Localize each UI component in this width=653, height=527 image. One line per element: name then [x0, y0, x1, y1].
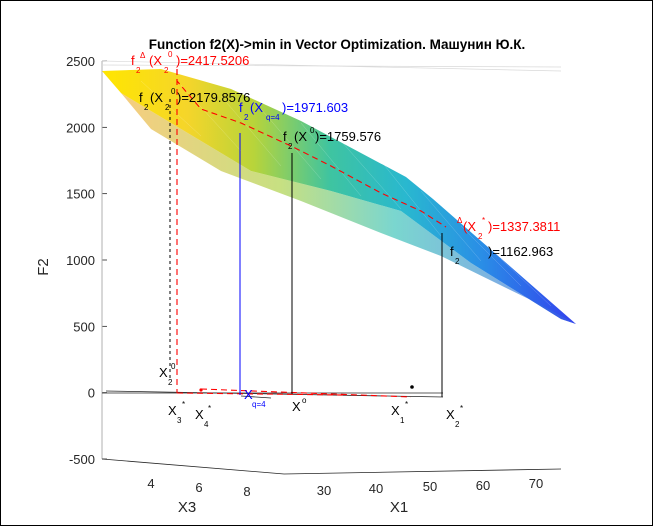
ann-fdelta-x0-argsup: 0	[168, 50, 173, 59]
y-axis: -500 0 500 1000 1500 2000 2500	[66, 54, 107, 467]
label-x20-sup: 0	[171, 362, 176, 371]
annotation-fdelta-x0: f 2 Δ (X 2 0 )=2417.5206	[131, 50, 249, 75]
point-marker-x4s	[199, 388, 203, 392]
x1-tick-label: 40	[369, 481, 383, 496]
x1-tick-label: 30	[317, 483, 331, 498]
ann-fdelta-x0-argsub: 2	[164, 66, 169, 75]
y-tick-label: 2500	[66, 54, 95, 69]
y-tick-label: 1000	[66, 253, 95, 268]
label-x2s-sub: 2	[455, 420, 460, 429]
ann-f-x20-value: )=2179.8576	[177, 90, 250, 105]
x1-axis-ticks: 30 40 50 60 70	[317, 476, 543, 498]
x3-axis-ticks: 4 6 8	[147, 476, 250, 499]
y-axis-label: F2	[35, 258, 52, 276]
label-x2s: X 2 *	[446, 404, 463, 429]
ann-fdelta-x2s-argsup: *	[482, 216, 485, 225]
label-x1s-sup: *	[405, 400, 408, 409]
label-x3s: X 3 *	[168, 400, 185, 425]
x1-tick-label: 70	[529, 476, 543, 491]
annotation-f-x2s: f 2 )=1162.963	[450, 244, 553, 266]
ann-fdelta-x0-sub: 2	[136, 66, 141, 75]
ann-f-x20-argsup: 0	[171, 87, 176, 96]
y-tick-label: 1500	[66, 187, 95, 202]
x3-tick-label: 4	[147, 476, 154, 491]
label-x0: X o	[292, 396, 307, 414]
chart-title: Function f2(X)->min in Vector Optimizati…	[149, 37, 526, 52]
label-x2s-sup: *	[460, 404, 463, 413]
ann-f-x2s-value: )=1162.963	[488, 244, 553, 259]
label-x20-sub: 2	[168, 378, 173, 387]
ann-f-x20-f: f	[139, 90, 143, 105]
ann-f-x20-arg: (X	[150, 90, 163, 105]
annotation-f-xq: f 2 (X q=4 )=1971.603	[239, 100, 348, 122]
x3-axis-label: X3	[178, 499, 196, 516]
x1-tick-label: 50	[423, 479, 437, 494]
surface-mesh	[140, 80, 552, 307]
ann-fdelta-x0-arg: (X	[149, 53, 162, 68]
annotation-f-x0: f 2 (X 0 )=1759.576	[283, 126, 381, 151]
label-x4s: X 4 *	[195, 404, 211, 429]
x1-axis-label: X1	[390, 499, 408, 516]
label-x3s-sup: *	[182, 400, 185, 409]
label-x0-sup: o	[302, 396, 307, 405]
label-xq-x: X	[244, 387, 253, 402]
ann-f-xq-value: )=1971.603	[282, 100, 348, 115]
surface	[102, 69, 576, 324]
label-x20: X 2 0	[159, 362, 176, 387]
ann-f-x2s-f: f	[450, 244, 454, 259]
ann-f-x20-argsub: 2	[165, 103, 170, 112]
label-x1s-sub: 1	[400, 416, 405, 425]
x1-tick-label: 60	[476, 478, 490, 493]
ann-fdelta-x0-f: f	[131, 53, 135, 68]
ann-fdelta-x2s-arg: (X	[463, 219, 476, 234]
ann-f-x2s-sub: 2	[455, 257, 460, 266]
label-x4s-sup: *	[208, 404, 211, 413]
y-tick-label: 2000	[66, 120, 95, 135]
annotation-f-x20: f 2 (X 2 0 )=2179.8576	[139, 87, 250, 112]
ann-f-x20-sub: 2	[144, 103, 149, 112]
ann-fdelta-x2s-sup: Δ	[457, 216, 463, 225]
y-tick-label: -500	[69, 452, 95, 467]
ann-f-x0-f: f	[283, 129, 287, 144]
label-x4s-sub: 4	[204, 420, 209, 429]
ann-fdelta-x2s-argsub: 2	[478, 232, 483, 241]
ann-f-xq-sub: 2	[244, 113, 249, 122]
ann-f-x0-arg: (X	[294, 129, 307, 144]
label-x20-x: X	[159, 365, 168, 380]
label-x1s-x: X	[391, 403, 400, 418]
ann-f-x0-sub: 2	[288, 142, 293, 151]
surface-fill	[102, 69, 576, 324]
ann-fdelta-x2s-value: )=1337.3811	[488, 219, 560, 234]
x3-tick-label: 8	[243, 484, 250, 499]
label-x3s-sub: 3	[177, 416, 182, 425]
point-marker-x1s	[410, 385, 414, 389]
annotation-fdelta-x2s: Δ (X 2 * )=1337.3811	[457, 216, 560, 241]
ann-f-x0-argsup: 0	[310, 126, 315, 135]
y-tick-label: 0	[88, 386, 95, 401]
label-x2s-x: X	[446, 407, 455, 422]
label-x1s: X 1 *	[391, 400, 408, 425]
y-tick-label: 500	[73, 319, 95, 334]
ann-fdelta-x0-value: )=2417.5206	[176, 53, 249, 68]
ann-f-x0-value: )=1759.576	[315, 129, 381, 144]
label-x4s-x: X	[195, 407, 204, 422]
label-x3s-x: X	[168, 403, 177, 418]
ann-f-xq-f: f	[239, 100, 243, 115]
ann-f-xq-argsub: q=4	[266, 113, 280, 122]
surface-shade	[121, 93, 576, 324]
x3-tick-label: 6	[195, 480, 202, 495]
label-xq: X q=4	[244, 387, 266, 409]
ann-fdelta-x0-sup: Δ	[140, 51, 146, 60]
label-xq-sub: q=4	[252, 400, 266, 409]
ann-f-xq-arg: (X	[250, 100, 263, 115]
label-x0-x: X	[292, 399, 301, 414]
delta-polyline	[176, 69, 447, 398]
